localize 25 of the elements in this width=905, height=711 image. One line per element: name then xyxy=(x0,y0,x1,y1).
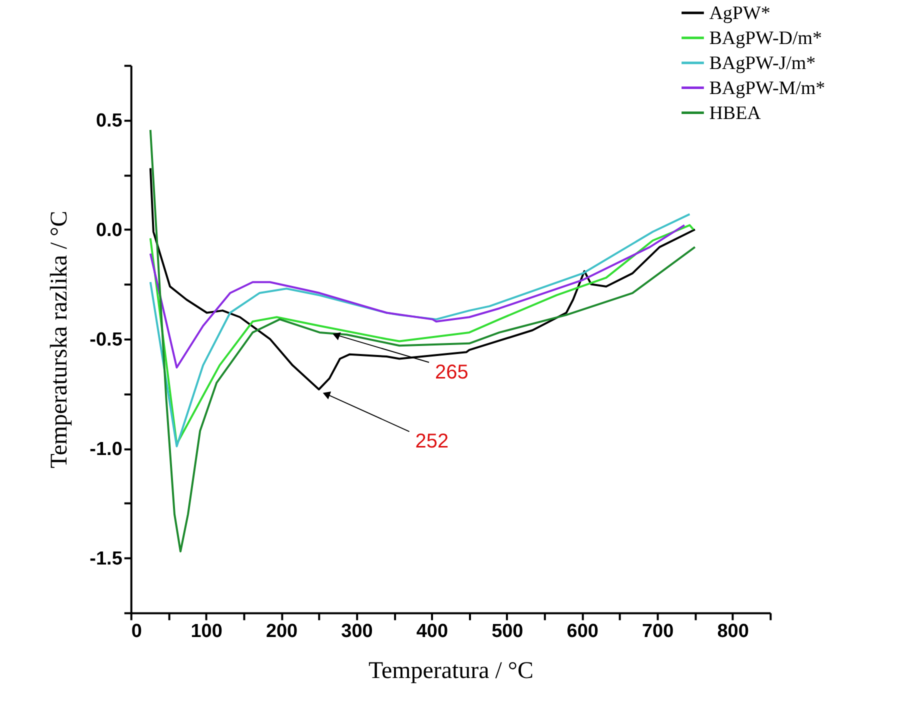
y-tick-label: -1.5 xyxy=(90,548,123,570)
line-series xyxy=(149,128,696,552)
legend-label: BAgPW-D/m* xyxy=(709,28,822,49)
legend-label: AgPW* xyxy=(709,2,770,24)
legend-label: BAgPW-M/m* xyxy=(709,78,826,99)
legend-label: HBEA xyxy=(709,102,762,124)
x-tick-label: 0 xyxy=(131,621,142,642)
annotation: 252 xyxy=(415,430,449,453)
x-axis-title: Temperatura / °C xyxy=(368,658,534,684)
x-tick-label: 200 xyxy=(266,621,298,642)
y-axis-title: Temperaturska razlika / °C xyxy=(46,210,73,468)
y-tick-label: -1.0 xyxy=(90,438,122,460)
x-tick-label: 300 xyxy=(341,621,373,642)
line-series xyxy=(149,167,696,390)
x-tick-label: 600 xyxy=(566,621,598,642)
x-tick-label: 800 xyxy=(717,621,749,642)
x-tick-label: 400 xyxy=(416,621,448,642)
x-tick-label: 500 xyxy=(492,621,524,642)
legend-label: BAgPW-J/m* xyxy=(709,52,816,74)
annotation: 265 xyxy=(435,361,468,384)
y-tick-label: 0.0 xyxy=(96,220,122,242)
x-tick-label: 100 xyxy=(190,621,222,642)
x-tick-label: 700 xyxy=(642,621,674,642)
y-tick-label: 0.5 xyxy=(96,110,123,132)
y-tick-label: -0.5 xyxy=(90,330,123,351)
